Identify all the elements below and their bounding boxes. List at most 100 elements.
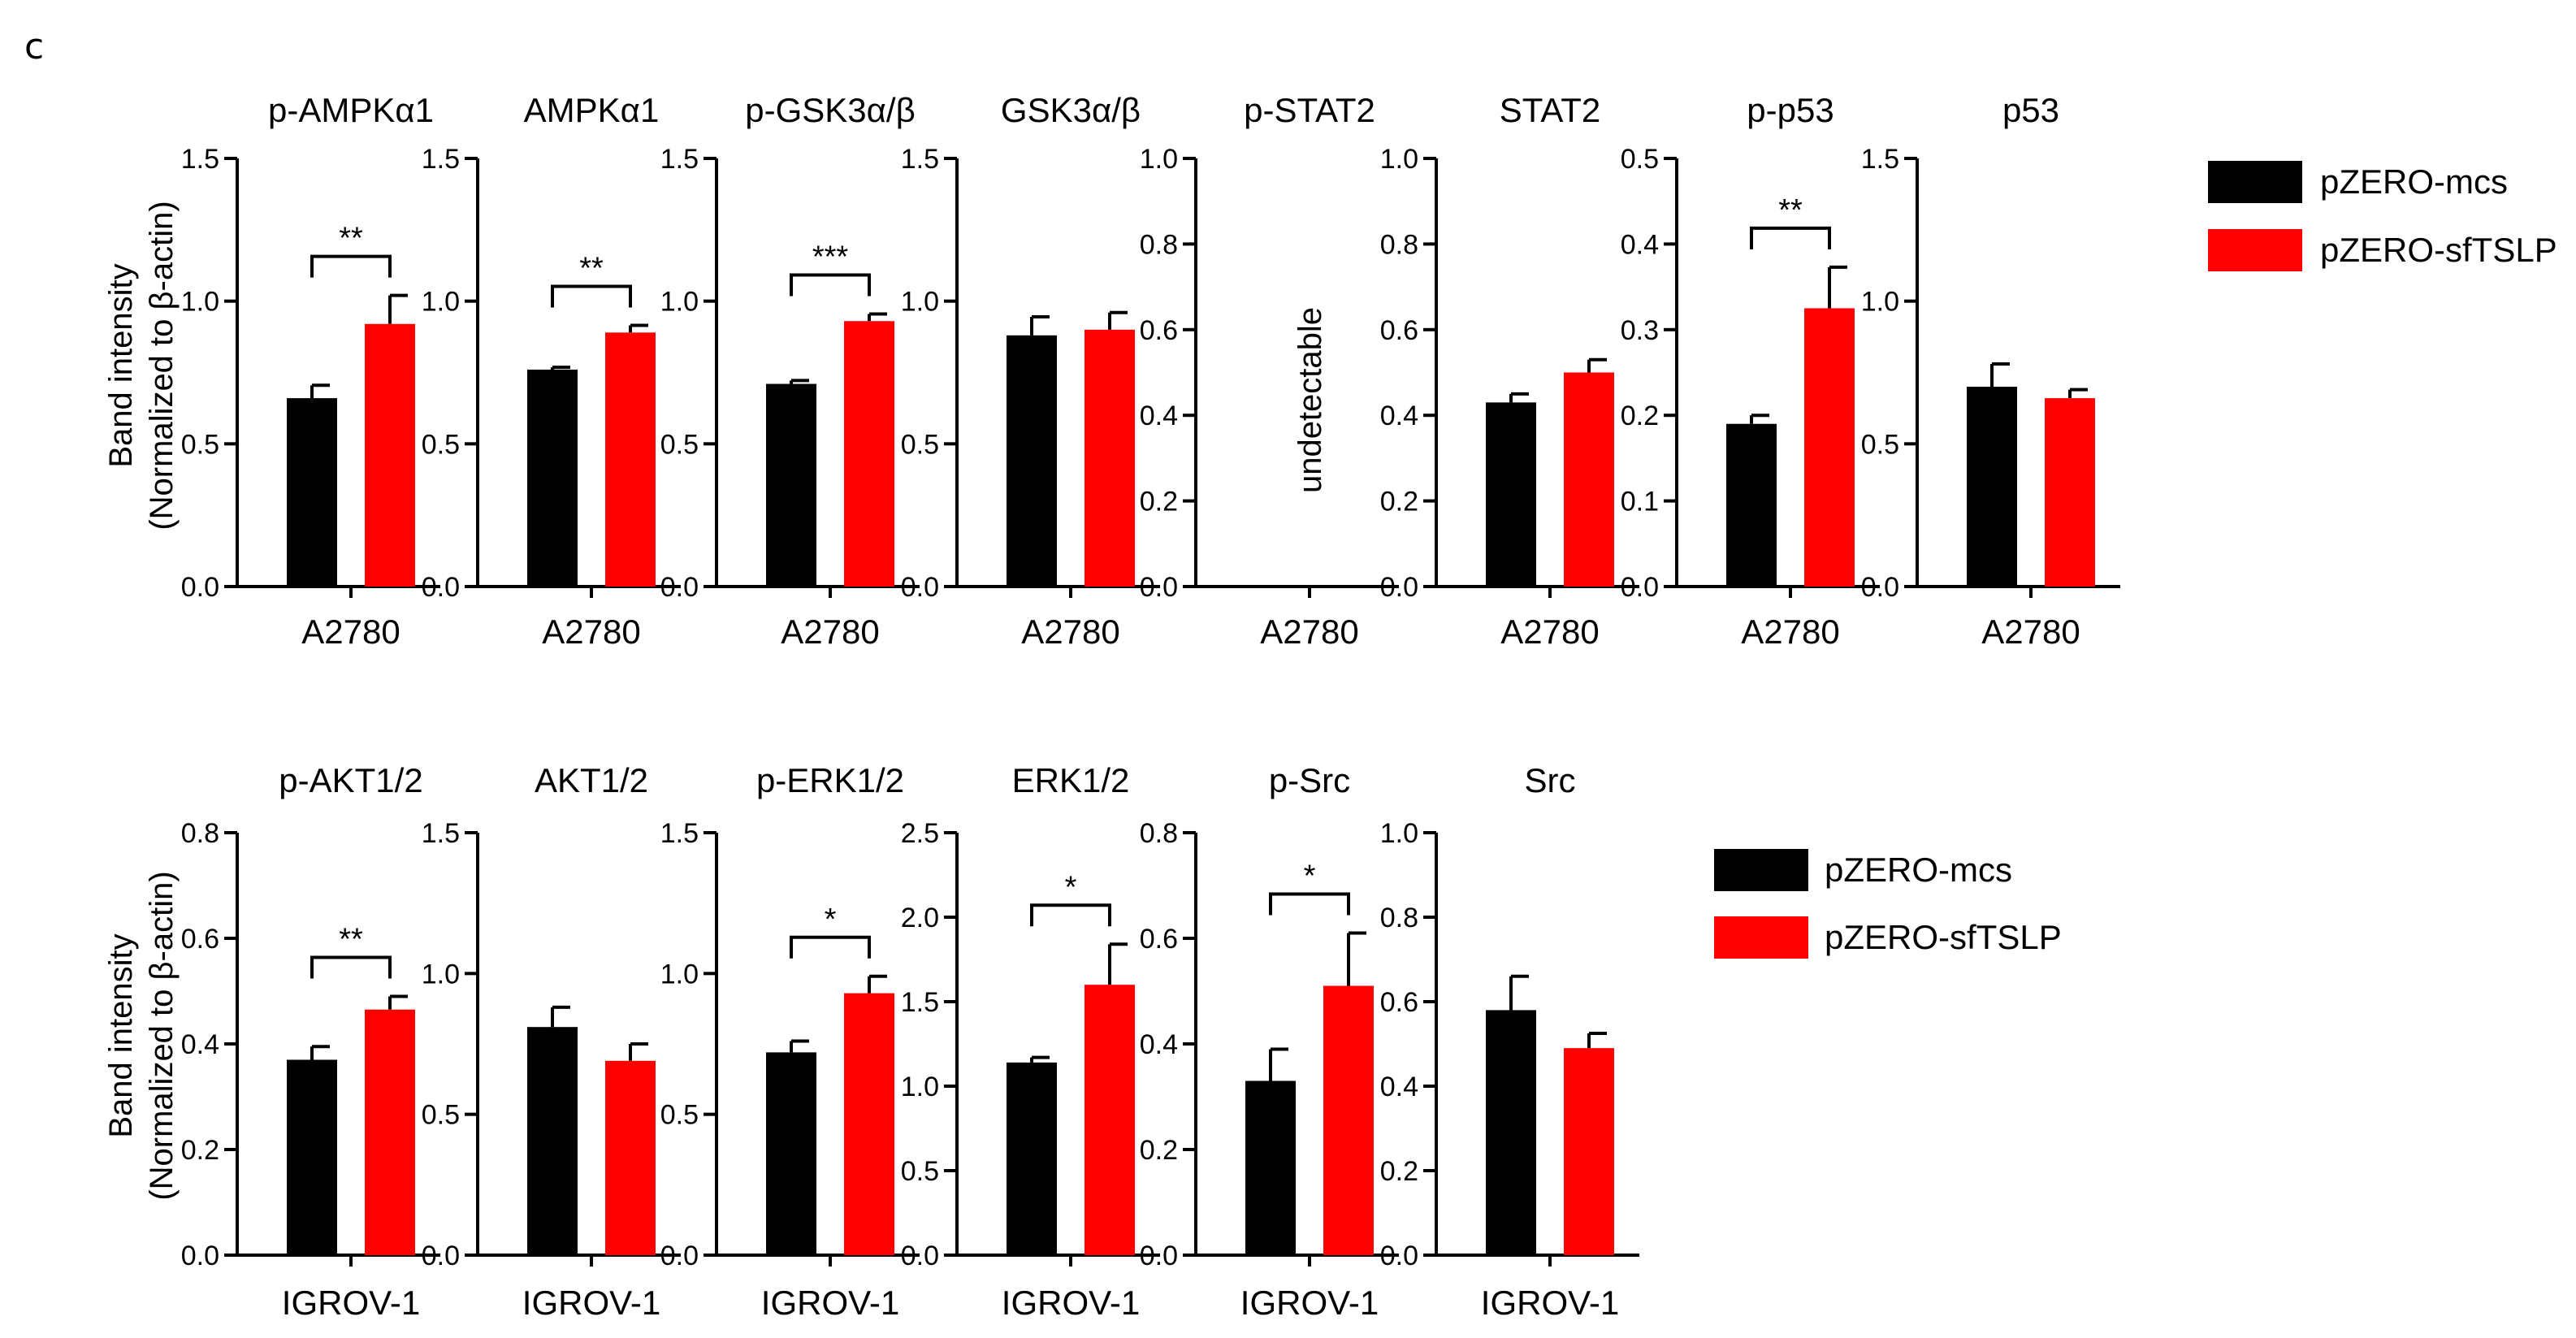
y-tick-label: 0.5 — [660, 1100, 699, 1131]
category-label: A2780 — [781, 613, 879, 651]
legend-label-treatment: pZERO-sfTSLP — [1825, 918, 2062, 956]
bar-treatment — [1085, 985, 1135, 1255]
bar-treatment — [365, 323, 415, 587]
y-tick-label: 0.6 — [1140, 924, 1178, 955]
y-tick-label: 1.5 — [422, 144, 460, 175]
chart-2: AMPKα1 0.0 0.5 1.0 1.5 A2780 ** — [422, 91, 681, 651]
category-label: A2780 — [1741, 613, 1839, 651]
y-tick-label: 0.2 — [1621, 401, 1659, 431]
significance-bracket — [1750, 226, 1831, 249]
bar-treatment — [1085, 329, 1135, 587]
bar-control — [287, 1059, 337, 1255]
y-axis-label-row2-line1: Band intensity — [103, 933, 139, 1137]
bar-treatment — [1564, 372, 1614, 587]
y-tick-label: 0.5 — [181, 429, 219, 460]
significance-bracket — [310, 254, 392, 278]
bar-control — [527, 1027, 578, 1255]
y-tick-label: 2.5 — [901, 818, 939, 849]
y-tick-label: 0.0 — [1140, 1241, 1178, 1271]
bar-control — [766, 1052, 816, 1255]
significance-bracket — [1269, 892, 1350, 916]
category-label: IGROV-1 — [1240, 1284, 1379, 1322]
category-label: IGROV-1 — [1481, 1284, 1619, 1322]
y-tick-label: 0.5 — [901, 429, 939, 460]
chart-title: STAT2 — [1500, 91, 1600, 129]
bar-treatment — [844, 321, 894, 587]
y-tick-label: 1.0 — [901, 287, 939, 318]
y-tick-label: 1.5 — [901, 144, 939, 175]
bar-control — [287, 398, 337, 587]
chart-title: p-GSK3α/β — [745, 91, 916, 129]
bar-treatment — [2045, 398, 2095, 587]
y-tick-label: 0.8 — [1380, 903, 1418, 933]
y-tick-label: 0.1 — [1621, 487, 1659, 517]
category-label: IGROV-1 — [522, 1284, 660, 1322]
legend-row2: pZERO-mcs pZERO-sfTSLP — [1714, 849, 2062, 959]
significance-bracket — [1030, 903, 1111, 927]
y-tick-label: 0.5 — [422, 429, 460, 460]
chart-title: ERK1/2 — [1012, 761, 1130, 799]
y-tick-label: 1.0 — [660, 959, 699, 989]
y-tick-label: 0.0 — [901, 572, 939, 603]
y-tick-label: 0.0 — [1380, 572, 1418, 603]
category-label: A2780 — [1981, 613, 2080, 651]
bar-control — [1007, 335, 1057, 587]
y-tick-label: 0.0 — [1380, 1241, 1418, 1271]
significance-label: * — [825, 903, 837, 937]
chart-12: ERK1/2 0.0 0.5 1.0 1.5 2.0 2.5 IGROV-1 * — [901, 761, 1160, 1322]
y-tick-label: 0.2 — [1140, 487, 1178, 517]
y-tick-label: 1.5 — [181, 144, 219, 175]
y-axis-label-row1-line2: (Normalized to β-actin) — [144, 201, 180, 530]
charts: p-AMPKα10.00.51.01.5A2780**AMPKα10.00.51… — [181, 91, 2120, 1322]
y-tick-label: 0.5 — [660, 429, 699, 460]
bar-control — [1245, 1080, 1296, 1255]
y-tick-label: 0.6 — [181, 924, 219, 955]
category-label: A2780 — [1021, 613, 1119, 651]
y-tick-label: 0.2 — [1380, 487, 1418, 517]
chart-1: p-AMPKα1 0.0 0.5 1.0 1.5 A2780 ** — [181, 91, 440, 651]
chart-title: p-ERK1/2 — [756, 761, 904, 799]
chart-6: STAT2 0.0 0.2 0.4 0.6 0.8 1.0 A2780 — [1380, 91, 1639, 651]
y-tick-label: 1.0 — [1380, 144, 1418, 175]
y-tick-label: 0.5 — [901, 1156, 939, 1187]
chart-3: p-GSK3α/β 0.0 0.5 1.0 1.5 A2780 *** — [660, 91, 920, 651]
y-tick-label: 0.6 — [1380, 987, 1418, 1018]
legend-swatch-control — [1714, 849, 1808, 891]
significance-label: *** — [812, 240, 849, 274]
significance-bracket — [790, 935, 871, 959]
bar-control — [1967, 387, 2017, 587]
y-tick-label: 0.0 — [181, 572, 219, 603]
chart-title: p-AKT1/2 — [279, 761, 422, 799]
bar-control — [1007, 1062, 1057, 1255]
y-tick-label: 0.5 — [422, 1100, 460, 1131]
bar-control — [766, 383, 816, 587]
bar-treatment — [1804, 308, 1855, 587]
y-tick-label: 1.5 — [1861, 144, 1899, 175]
significance-label: * — [1304, 860, 1316, 894]
y-tick-label: 0.3 — [1621, 315, 1659, 346]
legend-row1: pZERO-mcs pZERO-sfTSLP — [2208, 161, 2557, 271]
y-tick-label: 1.0 — [422, 287, 460, 318]
chart-title: p-STAT2 — [1244, 91, 1375, 129]
significance-label: ** — [339, 923, 363, 957]
legend-label-control: pZERO-mcs — [1825, 851, 2012, 889]
chart-annotation: undetectable — [1292, 307, 1328, 493]
y-tick-label: 0.6 — [1140, 315, 1178, 346]
y-tick-label: 0.2 — [1140, 1135, 1178, 1166]
category-label: A2780 — [542, 613, 640, 651]
category-label: IGROV-1 — [282, 1284, 420, 1322]
y-tick-label: 0.4 — [1140, 1029, 1178, 1060]
bar-control — [1726, 423, 1777, 587]
chart-title: AMPKα1 — [524, 91, 660, 129]
category-label: A2780 — [301, 613, 400, 651]
y-tick-label: 0.0 — [660, 572, 699, 603]
y-tick-label: 1.5 — [901, 987, 939, 1018]
y-tick-label: 0.0 — [181, 1241, 219, 1271]
y-tick-label: 1.5 — [422, 818, 460, 849]
y-tick-label: 0.2 — [181, 1135, 219, 1166]
panel-label: c — [24, 26, 44, 67]
y-tick-label: 1.0 — [422, 959, 460, 989]
y-tick-label: 0.4 — [1621, 229, 1659, 260]
y-tick-label: 0.5 — [1861, 429, 1899, 460]
